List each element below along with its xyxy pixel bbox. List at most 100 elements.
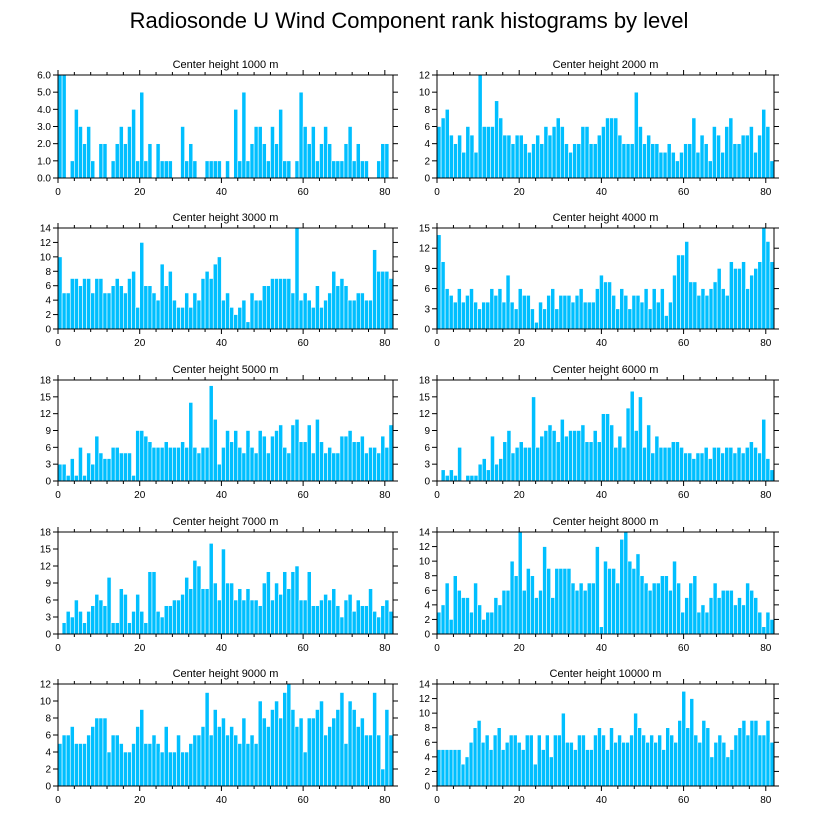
histogram-bar xyxy=(225,582,230,635)
histogram-bar xyxy=(327,599,333,635)
histogram-bar xyxy=(159,447,165,482)
histogram-bar xyxy=(549,756,554,787)
histogram-bar xyxy=(494,100,499,179)
histogram-bar xyxy=(110,734,116,787)
histogram-bar xyxy=(440,261,446,330)
histogram-bar xyxy=(319,143,324,179)
y-tick-label: 12 xyxy=(40,238,52,249)
histogram-bar xyxy=(603,560,608,635)
histogram-bar xyxy=(440,117,446,179)
histogram-bar xyxy=(319,599,324,635)
histogram-bar xyxy=(609,727,614,787)
histogram-bar xyxy=(504,741,510,787)
histogram-bar xyxy=(647,308,653,330)
histogram-bar xyxy=(123,143,128,179)
histogram-bar xyxy=(208,734,214,787)
histogram-bar xyxy=(61,734,67,787)
histogram-bar xyxy=(294,565,300,635)
histogram-bar xyxy=(514,447,520,482)
histogram-bar xyxy=(629,390,635,482)
histogram-bar xyxy=(484,734,490,787)
histogram-bar xyxy=(351,709,357,787)
histogram-bar xyxy=(253,743,259,787)
histogram-bar xyxy=(685,727,691,787)
histogram-bar xyxy=(617,435,623,482)
histogram-bar xyxy=(712,447,717,482)
histogram-bar xyxy=(351,441,357,482)
histogram-bar xyxy=(436,611,442,635)
histogram-bar xyxy=(543,126,549,179)
histogram-bar xyxy=(496,727,502,787)
histogram-bar xyxy=(621,143,627,179)
histogram-bar xyxy=(180,441,185,482)
histogram-bar xyxy=(586,301,592,330)
histogram-bar xyxy=(188,588,194,635)
histogram-bar xyxy=(753,447,758,482)
histogram-bar xyxy=(493,597,499,635)
y-tick-label: 10 xyxy=(419,557,431,568)
histogram-bar xyxy=(607,568,612,635)
histogram-bar xyxy=(769,160,775,179)
histogram-bar xyxy=(298,441,304,482)
histogram-bar xyxy=(368,734,373,787)
histogram-bar xyxy=(558,568,564,635)
histogram-bar xyxy=(86,611,91,635)
histogram-bar xyxy=(749,441,754,482)
y-tick-label: 9 xyxy=(424,426,430,437)
x-tick-label: 40 xyxy=(216,187,228,198)
histogram-bar xyxy=(539,143,545,179)
histogram-bar xyxy=(139,611,145,635)
x-tick-label: 20 xyxy=(134,187,146,198)
histogram-bar xyxy=(376,270,382,330)
histogram-bar xyxy=(769,741,775,787)
y-tick-label: 4 xyxy=(424,600,430,611)
x-tick-label: 40 xyxy=(216,490,228,501)
histogram-bar xyxy=(237,447,243,482)
histogram-bar xyxy=(335,160,341,179)
histogram-bar xyxy=(744,134,750,179)
histogram-bar xyxy=(78,285,83,330)
histogram-bar xyxy=(605,749,610,787)
histogram-bar xyxy=(376,452,382,482)
histogram-bar xyxy=(700,288,706,330)
chart-panel-9: Center height 9000 m 0 2 4 6 8 10 12 0 20 40 60 80 xyxy=(40,668,398,806)
histogram-bar xyxy=(737,597,742,635)
histogram-bar xyxy=(159,616,165,635)
histogram-bar xyxy=(621,447,627,482)
histogram-bar xyxy=(69,458,75,482)
histogram-bar xyxy=(306,717,312,787)
histogram-bar xyxy=(577,734,582,787)
histogram-bar xyxy=(740,452,746,482)
histogram-bar xyxy=(729,749,735,787)
y-tick-label: 0 xyxy=(45,325,51,336)
histogram-bar xyxy=(310,307,316,330)
histogram-bar xyxy=(596,441,602,482)
histogram-bar xyxy=(542,308,547,330)
histogram-bar xyxy=(448,749,454,787)
y-tick-label: 3.0 xyxy=(37,122,51,133)
histogram-bar xyxy=(253,599,259,635)
histogram-bar xyxy=(245,588,251,635)
histogram-bar xyxy=(200,726,206,787)
histogram-bar xyxy=(208,385,214,482)
y-tick-label: 8 xyxy=(45,267,51,278)
histogram-bar xyxy=(266,452,271,482)
y-tick-label: 2.0 xyxy=(37,139,51,150)
histogram-bar xyxy=(327,143,333,179)
histogram-bar xyxy=(310,452,316,482)
histogram-bar xyxy=(351,299,357,330)
histogram-bar xyxy=(127,452,132,482)
histogram-bar xyxy=(274,143,279,179)
histogram-bar xyxy=(666,143,672,179)
histogram-bar xyxy=(310,126,316,179)
histogram-bar xyxy=(155,447,161,482)
histogram-bar xyxy=(502,441,508,482)
histogram-bar xyxy=(229,726,234,787)
histogram-bar xyxy=(82,743,87,787)
histogram-bar xyxy=(765,611,771,635)
histogram-bar xyxy=(473,582,478,635)
y-tick-label: 12 xyxy=(40,680,52,691)
y-tick-label: 6 xyxy=(45,731,51,742)
histogram-bar xyxy=(564,435,569,482)
histogram-bar xyxy=(534,597,539,635)
